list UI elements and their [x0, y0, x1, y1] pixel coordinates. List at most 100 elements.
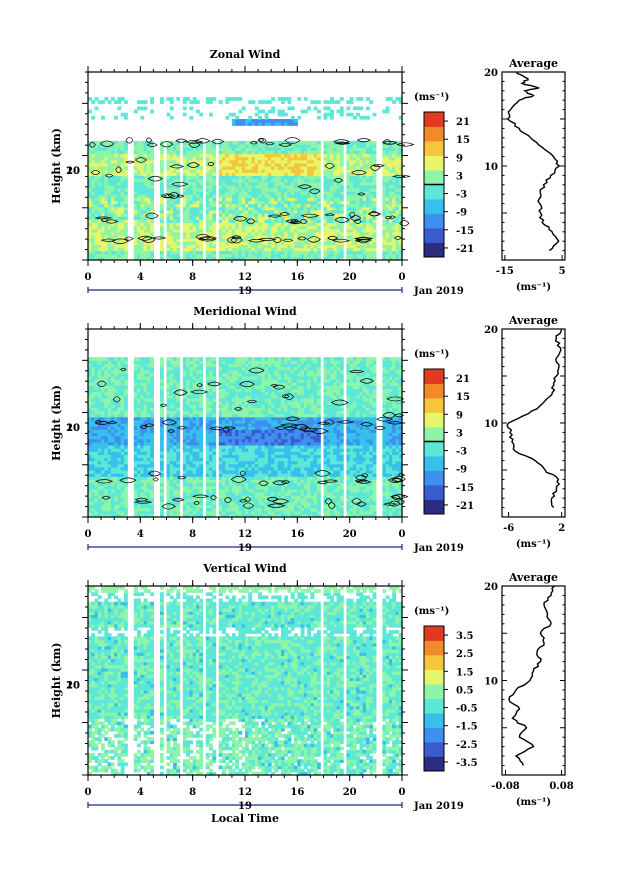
heatmap-cell	[91, 116, 95, 120]
date-label: Jan 2019	[413, 286, 464, 297]
heatmap-cell	[170, 116, 174, 120]
y-tick-label: 10	[66, 166, 80, 177]
heatmap-cell	[196, 100, 200, 104]
heatmap-cell	[176, 97, 180, 101]
y-axis-label: Height (km)	[50, 128, 63, 204]
colorbar-tick-label: -15	[456, 226, 474, 237]
average-frame	[502, 72, 565, 260]
colorbar-segment	[424, 112, 444, 127]
heatmap-cell	[183, 113, 187, 117]
colorbar-tick-label: 9	[456, 153, 463, 164]
heatmap-cell	[386, 106, 390, 110]
heatmap-cell	[297, 116, 301, 120]
heatmap-cell	[117, 106, 121, 110]
heatmap-cell	[124, 357, 128, 361]
heatmap-cell	[366, 106, 370, 110]
heatmap-cell	[366, 116, 370, 120]
heatmap-cell	[373, 141, 377, 145]
date-day: 19	[238, 286, 252, 297]
average-x-label: (ms⁻¹)	[516, 282, 551, 293]
heatmap-cell	[189, 106, 193, 110]
panel-title: Zonal Wind	[210, 48, 281, 61]
heatmap-cell	[369, 100, 373, 104]
heatmap-cell	[183, 106, 187, 110]
heatmap-cell	[317, 141, 321, 145]
colorbar-tick-label: -3	[456, 190, 467, 201]
average-x-tick-label: -15	[496, 266, 514, 277]
heatmap-cell	[284, 113, 288, 117]
colorbar-segment	[424, 243, 444, 258]
colorbar-segment	[424, 156, 444, 171]
panel-title: Meridional Wind	[193, 305, 297, 318]
heatmap-cell	[124, 141, 128, 145]
heatmap-cell	[346, 106, 350, 110]
average-title: Average	[508, 57, 558, 70]
average-profile-line	[508, 72, 560, 251]
heatmap-cell	[144, 100, 148, 104]
heatmap	[88, 357, 403, 517]
heatmap-cell	[209, 113, 213, 117]
colorbar-tick-label: 21	[456, 117, 470, 128]
heatmap-cell	[101, 116, 105, 120]
heatmap-cell	[288, 97, 292, 101]
average-profile: Average 20 10 -15 5 (ms⁻¹)	[484, 57, 566, 293]
heatmap-cell	[150, 110, 154, 114]
heatmap-cell	[199, 113, 203, 117]
colorbar-tick-label: -21	[456, 244, 474, 255]
heatmap-cell	[317, 100, 321, 104]
heatmap-cell	[242, 106, 246, 110]
heatmap-cell	[373, 113, 377, 117]
x-tick-label: 20	[343, 272, 357, 283]
heatmap-cell	[150, 357, 154, 361]
heatmap-cell	[297, 97, 301, 101]
heatmap-cell	[124, 113, 128, 117]
heatmap-cell	[144, 106, 148, 110]
x-tick-label: 16	[290, 272, 304, 283]
heatmap-cell	[304, 97, 308, 101]
heatmap-cell	[340, 97, 344, 101]
heatmap-cell	[160, 357, 164, 361]
average-y-tick-label: 10	[484, 162, 498, 173]
heatmap-cell	[124, 100, 128, 104]
heatmap-cell	[189, 116, 193, 120]
x-tick-label: 0	[399, 272, 406, 283]
x-tick-label: 4	[137, 272, 144, 283]
colorbar-segment	[424, 228, 444, 243]
heatmap-cell	[291, 106, 295, 110]
heatmap-cell	[317, 110, 321, 114]
heatmap-cell	[359, 106, 363, 110]
heatmap	[88, 97, 403, 261]
heatmap-cell	[317, 116, 321, 120]
heatmap-cell	[252, 100, 256, 104]
heatmap-cell	[140, 116, 144, 120]
heatmap-cell	[219, 100, 223, 104]
x-tick-label: 12	[238, 272, 252, 283]
heatmap-cell	[160, 97, 164, 101]
heatmap-cell	[176, 357, 180, 361]
colorbar-segment	[424, 141, 444, 156]
heatmap-cell	[350, 97, 354, 101]
contour-line	[176, 139, 186, 142]
colorbar-segment	[424, 170, 444, 185]
heatmap-cell	[307, 106, 311, 110]
heatmap-cell	[359, 97, 363, 101]
heatmap-cell	[150, 97, 154, 101]
average-x-tick-label: 5	[559, 266, 566, 277]
colorbar-unit: (ms⁻¹)	[414, 92, 449, 103]
heatmap-cell	[114, 116, 118, 120]
colorbar-segment	[424, 185, 444, 200]
colorbar-tick-label: 3	[456, 171, 463, 182]
colorbar-tick-label: -9	[456, 208, 467, 219]
average-y-tick-label: 20	[484, 68, 498, 79]
heatmap-cell	[238, 97, 242, 101]
heatmap-cell	[271, 106, 275, 110]
heatmap-cell	[170, 106, 174, 110]
heatmap-cell	[340, 106, 344, 110]
heatmap-cell	[212, 97, 216, 101]
x-tick-label: 0	[85, 272, 92, 283]
colorbar-segment	[424, 199, 444, 214]
heatmap-cell	[170, 97, 174, 101]
